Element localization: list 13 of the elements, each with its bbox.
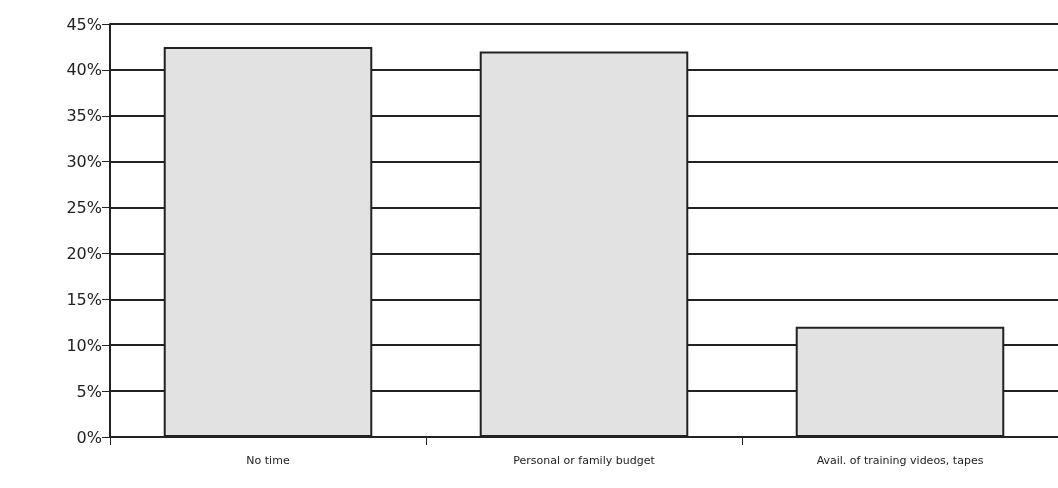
y-tick-label: 25% (66, 198, 102, 218)
y-tick-label: 5% (76, 381, 102, 401)
y-tick-label: 15% (66, 289, 102, 309)
x-tick-label: Avail. of training videos, tapes (816, 454, 984, 467)
y-tick-label: 10% (66, 335, 102, 355)
y-tick-label: 45% (66, 14, 102, 34)
y-tick-label: 40% (66, 60, 102, 80)
y-tick-label: 0% (76, 427, 102, 447)
x-tick-label: Personal or family budget (513, 454, 656, 467)
y-tick-label: 30% (66, 152, 102, 172)
y-tick-label: 20% (66, 243, 102, 263)
y-tick-label: 35% (66, 106, 102, 126)
x-tick-label: No time (246, 454, 290, 467)
